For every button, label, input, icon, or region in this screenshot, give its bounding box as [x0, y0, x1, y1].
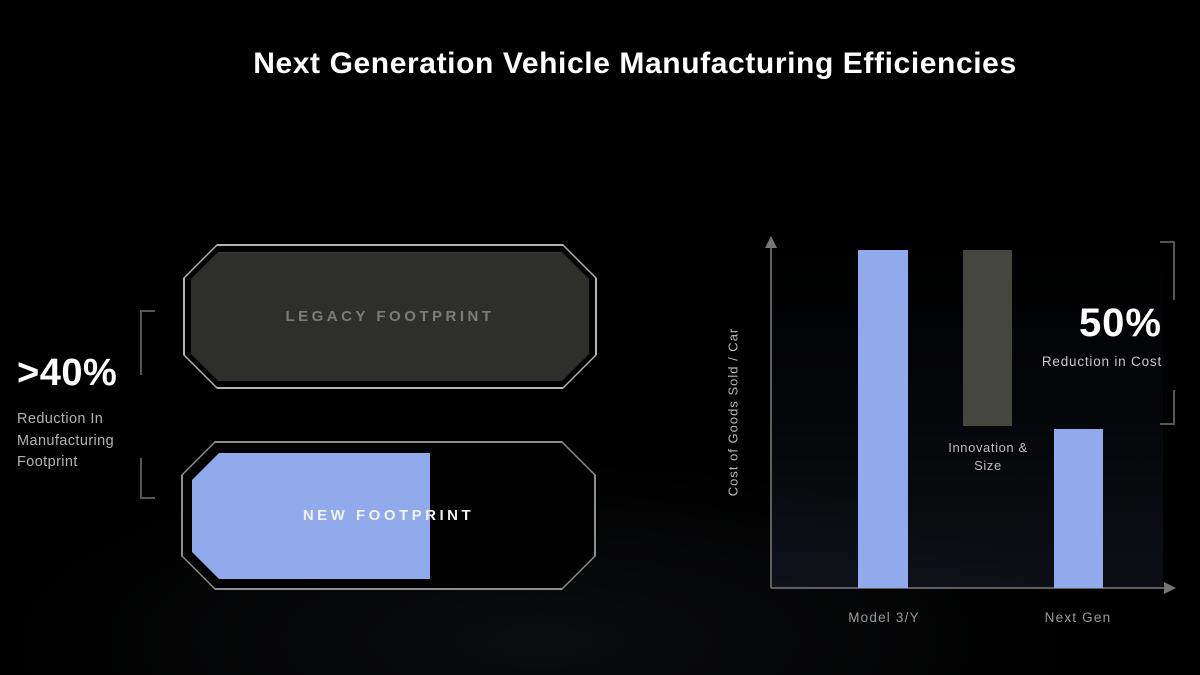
innovation-size-label-line-2: Size: [974, 457, 1002, 473]
new-footprint-shape: NEW FOOTPRINT: [181, 441, 596, 590]
new-footprint-fill: [192, 453, 430, 579]
right-bracket-top: [1160, 241, 1175, 300]
cost-reduction-value: 50%: [1078, 301, 1162, 345]
x-axis-arrow-icon: [1164, 582, 1176, 594]
left-bracket-bottom: [140, 458, 155, 499]
right-bracket-bottom: [1160, 390, 1175, 425]
cost-reduction-caption: Reduction in Cost: [1041, 354, 1162, 369]
x-label-next-gen: Next Gen: [1044, 610, 1112, 625]
bar-model-3y: [858, 250, 908, 588]
innovation-size-label-line-1: Innovation &: [948, 440, 1028, 455]
footprint-caption-line-3: Footprint: [17, 454, 78, 470]
legacy-footprint-label-layer: LEGACY FOOTPRINT: [183, 244, 597, 389]
footprint-stat-caption: Reduction In Manufacturing Footprint: [17, 409, 114, 474]
legacy-footprint-fill: [191, 252, 589, 381]
x-label-model-3y: Model 3/Y: [848, 610, 920, 625]
bar-next-gen: [1054, 429, 1103, 588]
innovation-size-label: Innovation & Size: [918, 439, 1058, 474]
bar-innovation-size: [963, 250, 1012, 426]
cost-reduction-stat: 50% Reduction in Cost: [1042, 301, 1162, 369]
x-axis: [771, 587, 1165, 589]
footprint-caption-line-2: Manufacturing: [17, 432, 115, 449]
new-footprint-label-layer: NEW FOOTPRINT: [181, 441, 596, 590]
left-bracket-top: [140, 310, 155, 375]
footprint-stat: >40%: [17, 352, 118, 394]
legacy-footprint-shape: LEGACY FOOTPRINT: [183, 244, 597, 389]
legacy-footprint-label: LEGACY FOOTPRINT: [285, 308, 495, 325]
new-footprint-label: NEW FOOTPRINT: [302, 507, 475, 524]
footprint-caption-line-1: Reduction In: [17, 411, 104, 427]
slide-title: Next Generation Vehicle Manufacturing Ef…: [253, 47, 1017, 80]
y-axis-arrow-icon: [765, 236, 777, 248]
y-axis-label: Cost of Goods Sold / Car: [725, 327, 741, 497]
y-axis: [770, 246, 772, 588]
